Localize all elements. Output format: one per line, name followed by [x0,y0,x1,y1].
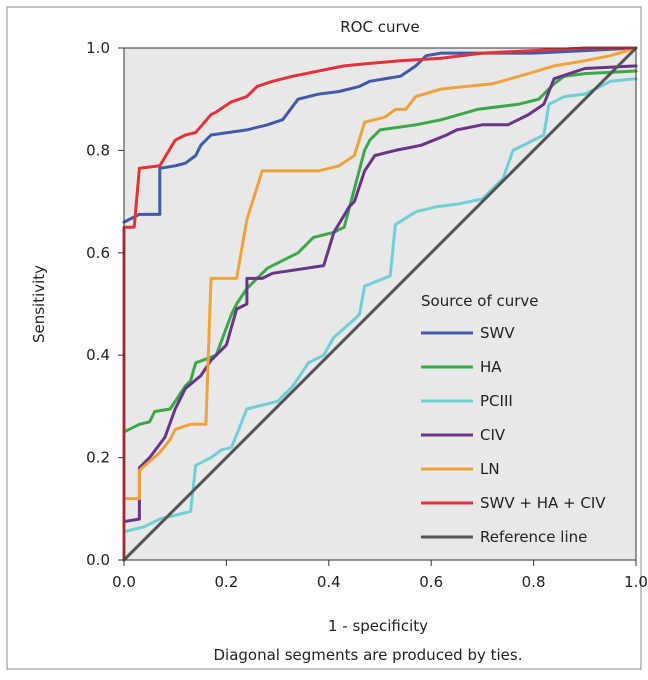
legend-label-ha: HA [480,358,502,376]
legend-title: Source of curve [421,292,539,310]
x-axis-label: 1 - specificity [328,617,428,635]
legend: Source of curve SWV HA PCIII CIV LN SWV + HA … [421,292,606,546]
series-layer [122,46,638,562]
x-tick-label: 1.0 [624,573,648,591]
series-line-ha [122,69,638,434]
y-tick-label: 0.0 [86,551,110,569]
x-tick-label: 0.8 [522,573,546,591]
axis-layer: 0.0 0.2 0.4 0.6 0.8 1.0 0.0 0.2 0.4 0.6 0.8 1.0 [86,39,648,591]
series-line-reference-line [122,46,638,562]
y-tick-label: 1.0 [86,39,110,57]
legend-label-reference-line: Reference line [480,528,587,546]
series-line-ln [122,46,638,501]
series-line-swv [122,46,638,224]
series-line-pciii [122,77,638,534]
legend-label-civ: CIV [480,426,506,444]
legend-label-swv-ha-civ: SWV + HA + CIV [480,494,606,512]
footnote: Diagonal segments are produced by ties. [213,646,522,664]
y-tick-label: 0.2 [86,449,110,467]
chart-title: ROC curve [340,18,420,36]
x-tick-label: 0.2 [214,573,238,591]
x-tick-label: 0.6 [419,573,443,591]
legend-label-swv: SWV [480,324,515,342]
x-tick-label: 0.4 [317,573,341,591]
legend-label-ln: LN [480,460,500,478]
series-line-swv-ha-civ [122,46,638,562]
y-tick-label: 0.4 [86,346,110,364]
y-axis-label: Sensitivity [30,265,48,343]
y-tick-label: 0.6 [86,244,110,262]
legend-label-pciii: PCIII [480,392,513,410]
y-tick-label: 0.8 [86,141,110,159]
series-line-civ [122,64,638,524]
plot-frame [123,47,637,561]
x-tick-label: 0.0 [112,573,136,591]
